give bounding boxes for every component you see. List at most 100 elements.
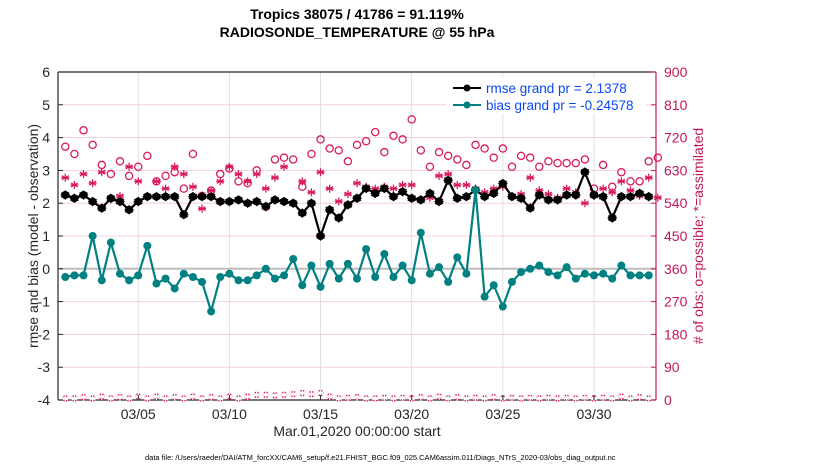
rmse-point-glyph — [397, 187, 408, 197]
rmse-point-glyph — [297, 208, 307, 218]
rmse-point-glyph — [589, 190, 599, 200]
assimilated-obs-point — [644, 173, 653, 182]
y2-tick-label: 90 — [664, 359, 680, 375]
count-bottom-glyph — [545, 394, 552, 402]
y2-tick-label: 270 — [664, 294, 688, 310]
possible-obs-point — [307, 149, 316, 159]
bias-point — [325, 259, 334, 268]
axis-ticks: -4 -3 -2 -1 0 1 2 3 4 5 6 0 90 180 270 360 450 540 630 720 8… — [38, 64, 688, 422]
assimilated-obs-point — [435, 171, 444, 180]
bias-point — [216, 273, 225, 281]
rmse-point-glyph — [607, 213, 617, 223]
possible-obs-point — [635, 177, 644, 186]
rmse-point-glyph — [580, 167, 590, 177]
assimilated-obs-point — [225, 162, 234, 171]
rmse-point-glyph — [197, 192, 207, 202]
possible-obs-point — [617, 167, 626, 177]
count-bottom-glyph — [116, 393, 124, 401]
rmse-point-glyph — [525, 203, 535, 213]
assimilated-obs-point — [261, 184, 270, 193]
y2-tick-label: 180 — [664, 326, 688, 342]
possible-obs-point — [106, 169, 116, 179]
bias-point — [106, 238, 115, 247]
assimilated-obs-point — [453, 180, 462, 189]
count-bottom-glyph — [472, 394, 479, 402]
possible-obs-point — [535, 162, 544, 172]
x-tick-label: 03/30 — [576, 406, 611, 422]
bias-point — [289, 254, 298, 263]
count-bottom-glyph — [362, 395, 370, 402]
rmse-point-glyph — [616, 192, 626, 202]
rmse-point-glyph — [151, 192, 162, 202]
bias-point — [61, 273, 70, 281]
rmse-point-glyph — [370, 188, 380, 198]
legend-bias-marker — [463, 101, 471, 109]
assimilated-obs-point — [252, 170, 261, 179]
assimilated-obs-point — [216, 177, 225, 186]
rmse-point-glyph — [78, 190, 89, 200]
possible-obs-point — [580, 155, 590, 164]
bias-point — [480, 292, 489, 301]
assimilated-obs-point — [179, 170, 188, 179]
assimilated-obs-point — [653, 193, 662, 202]
y-tick-label: 6 — [42, 64, 50, 80]
bias-point — [435, 263, 444, 272]
rmse-point-glyph — [407, 193, 417, 203]
y-tick-label: 0 — [42, 261, 50, 277]
assimilated-obs-point — [161, 184, 170, 193]
bias-point — [316, 282, 325, 291]
bias-point — [97, 276, 106, 285]
possible-obs-point — [471, 140, 480, 150]
rmse-point-glyph — [361, 183, 371, 194]
rmse-point-glyph — [179, 210, 189, 220]
rmse-point-glyph — [562, 190, 572, 200]
bias-point — [444, 277, 453, 286]
bias-point — [261, 264, 270, 273]
bias-point — [134, 271, 143, 280]
count-bottom-glyph — [353, 393, 361, 401]
assimilated-obs-point — [599, 184, 608, 193]
count-bottom-glyph — [563, 394, 570, 402]
bias-point — [398, 261, 407, 270]
possible-obs-point — [270, 155, 280, 164]
possible-obs-point — [352, 140, 362, 150]
count-bottom-glyph — [399, 394, 406, 402]
rmse-point-glyph — [142, 192, 152, 202]
bias-series-line — [65, 189, 649, 316]
possible-obs-point — [434, 147, 444, 157]
bias-point — [553, 271, 562, 280]
rmse-point-glyph — [443, 175, 453, 185]
count-bottom-glyph — [80, 393, 87, 401]
assimilated-obs-point — [608, 188, 617, 197]
rmse-point-glyph — [97, 203, 107, 213]
legend-rmse-label: rmse grand pr = 2.1378 — [486, 81, 627, 96]
rmse-point-glyph — [106, 193, 116, 203]
rmse-point-glyph — [352, 193, 362, 203]
rmse-point-glyph — [598, 192, 608, 202]
x-tick-label: 03/05 — [121, 406, 156, 422]
count-bottom-glyph — [490, 393, 498, 401]
legend-rmse-marker — [463, 84, 471, 92]
assimilated-obs-point — [307, 188, 316, 197]
count-bottom-glyph — [271, 392, 279, 399]
bias-point — [544, 268, 553, 277]
bias-point — [207, 307, 216, 316]
bias-point — [188, 273, 197, 281]
rmse-point-glyph — [507, 192, 517, 202]
bias-point — [626, 271, 635, 280]
possible-obs-point — [115, 157, 125, 166]
count-series-layer — [61, 115, 663, 402]
assimilated-obs-point — [198, 204, 207, 213]
bias-point — [161, 274, 170, 283]
assimilated-obs-point — [243, 177, 252, 186]
x-tick-label: 03/20 — [394, 406, 429, 422]
bias-point — [371, 273, 380, 281]
assimilated-obs-point — [88, 179, 97, 188]
bias-point — [462, 269, 471, 278]
rmse-point-glyph — [124, 205, 134, 215]
assimilated-obs-point — [316, 168, 325, 177]
count-bottom-glyph — [417, 393, 425, 401]
possible-obs-point — [161, 171, 170, 181]
rmse-point-glyph — [388, 192, 399, 202]
